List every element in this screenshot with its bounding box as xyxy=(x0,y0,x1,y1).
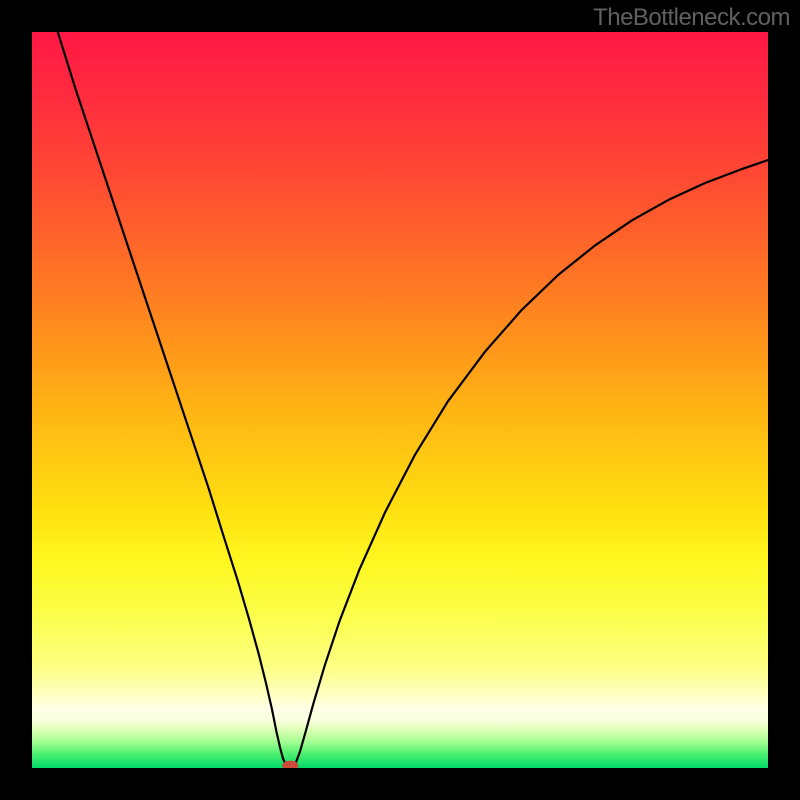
plot-area xyxy=(32,32,768,768)
chart-container: TheBottleneck.com xyxy=(0,0,800,800)
watermark-text: TheBottleneck.com xyxy=(593,4,790,32)
gradient-background xyxy=(32,32,768,768)
bottleneck-chart xyxy=(32,32,768,768)
